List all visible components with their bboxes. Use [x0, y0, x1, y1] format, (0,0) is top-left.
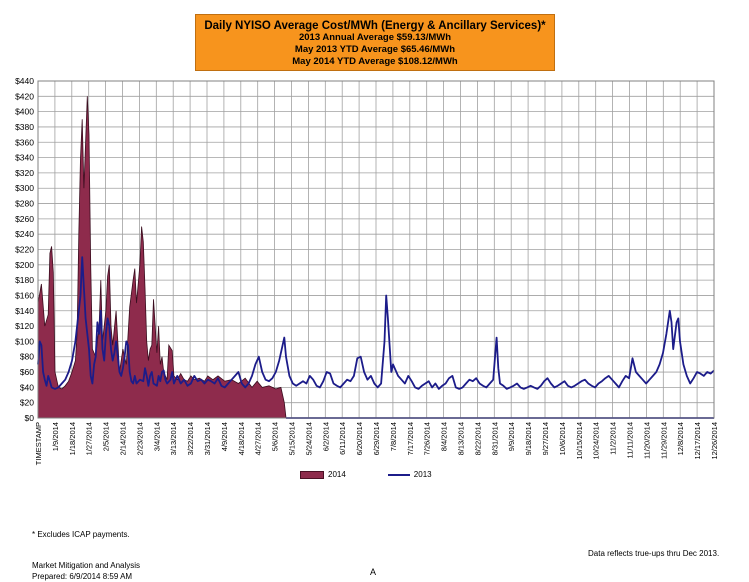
x-tick-label: 6/2/2014 [321, 422, 330, 451]
x-tick-label: 12/17/2014 [693, 422, 702, 460]
x-tick-label: 7/26/2014 [423, 422, 432, 455]
x-tick-label: 3/22/2014 [186, 422, 195, 455]
series-2014-group [37, 96, 287, 419]
x-tick-label: 3/4/2014 [152, 422, 161, 451]
y-tick-label: $200 [15, 260, 34, 270]
footer-prepared: Market Mitigation and Analysis Prepared:… [32, 560, 140, 582]
x-tick-label: 8/13/2014 [457, 422, 466, 455]
y-tick-label: $260 [15, 214, 34, 224]
x-tick-label: 5/15/2014 [288, 422, 297, 455]
x-tick-label: 1/27/2014 [85, 422, 94, 455]
y-tick-label: $360 [15, 137, 34, 147]
ytd-average-2013: May 2013 YTD Average $65.46/MWh [294, 44, 456, 55]
x-tick-label: 8/4/2014 [440, 422, 449, 451]
x-tick-label: 2/5/2014 [102, 422, 111, 451]
legend-swatch-2013 [387, 473, 410, 476]
y-tick-label: $40 [20, 382, 34, 392]
x-tick-label: 11/20/2014 [642, 422, 651, 459]
y-tick-label: $320 [15, 168, 34, 178]
footnote: * Excludes ICAP payments. [32, 530, 130, 539]
x-tick-label: 9/9/2014 [507, 422, 516, 451]
footer-data-note: Data reflects true-ups thru Dec 2013. [588, 549, 720, 558]
x-tick-label: 4/27/2014 [254, 422, 263, 455]
x-tick-label: 10/24/2014 [592, 422, 601, 460]
x-tick-label: 12/26/2014 [710, 422, 719, 460]
legend-label-2013: 2013 [413, 470, 432, 479]
ytd-average-2014: May 2014 YTD Average $108.12/MWh [292, 56, 458, 67]
y-axis-ticks: $0 $20 $40 $60 $80 $100 $120 $140 $160 $180 $200 $2… [15, 76, 34, 423]
x-tick-label: 3/13/2014 [169, 422, 178, 455]
legend-item-2014: 2014 [300, 470, 346, 479]
y-tick-label: $60 [20, 367, 34, 377]
y-tick-label: $180 [15, 275, 34, 285]
y-tick-label: $400 [15, 107, 34, 117]
y-tick-label: $340 [15, 153, 34, 163]
x-tick-label: 7/8/2014 [389, 422, 398, 451]
x-tick-label: 10/6/2014 [558, 422, 567, 455]
x-tick-label: 9/18/2014 [524, 422, 533, 455]
y-tick-label: $0 [25, 413, 35, 423]
x-tick-label: 10/15/2014 [575, 422, 584, 460]
x-tick-label: 1/9/2014 [51, 422, 60, 451]
y-tick-label: $100 [15, 336, 34, 346]
y-tick-label: $300 [15, 183, 34, 193]
x-tick-label: 6/11/2014 [338, 422, 347, 455]
x-tick-label: 8/31/2014 [490, 422, 499, 455]
y-tick-label: $440 [15, 76, 34, 86]
y-tick-label: $380 [15, 122, 34, 132]
x-tick-label: 1/18/2014 [68, 422, 77, 455]
y-tick-label: $240 [15, 229, 34, 239]
x-tick-label: 7/17/2014 [406, 422, 415, 455]
y-tick-label: $280 [15, 199, 34, 209]
x-tick-label: 3/31/2014 [203, 422, 212, 455]
y-tick-label: $120 [15, 321, 34, 331]
x-tick-label: 11/11/2014 [626, 422, 635, 458]
x-tick-label: 8/22/2014 [473, 422, 482, 455]
x-tick-label: 5/6/2014 [271, 422, 280, 451]
plot-border [37, 80, 715, 419]
annual-average-2013: 2013 Annual Average $59.13/MWh [298, 32, 452, 43]
x-tick-label: 5/24/2014 [304, 422, 313, 455]
x-tick-label: 12/8/2014 [676, 422, 685, 455]
x-tick-label: 6/29/2014 [372, 422, 381, 455]
y-tick-label: $20 [20, 398, 34, 408]
chart-title: Daily NYISO Average Cost/MWh (Energy & A… [204, 20, 546, 32]
series-2013-line [37, 256, 715, 390]
y-tick-label: $160 [15, 290, 34, 300]
chart-title-box: Daily NYISO Average Cost/MWh (Energy & A… [195, 14, 555, 71]
footer-department: Market Mitigation and Analysis [32, 561, 141, 570]
x-tick-label: TIMESTAMP [34, 422, 43, 465]
x-tick-label: 6/20/2014 [355, 422, 364, 455]
x-tick-label: 11/29/2014 [659, 422, 668, 459]
legend-item-2013: 2013 [387, 470, 432, 479]
x-tick-label: 2/23/2014 [135, 422, 144, 455]
x-tick-label: 2/14/2014 [119, 422, 128, 455]
x-tick-label: 9/27/2014 [541, 422, 550, 455]
y-tick-label: $80 [20, 352, 34, 362]
page-letter: A [370, 567, 377, 577]
x-tick-label: 4/9/2014 [220, 422, 229, 451]
x-tick-label: 11/2/2014 [609, 422, 618, 455]
y-tick-label: $140 [15, 306, 34, 316]
y-tick-label: $220 [15, 245, 34, 255]
x-axis-ticks: TIMESTAMP 1/9/2014 1/18/2014 1/27/2014 2/5/2… [34, 422, 719, 465]
legend-swatch-2014 [300, 470, 324, 479]
y-tick-label: $420 [15, 91, 34, 101]
legend-label-2014: 2014 [328, 470, 346, 479]
x-tick-label: 4/18/2014 [237, 422, 246, 455]
footer-prepared-date: Prepared: 6/9/2014 8:59 AM [32, 572, 133, 581]
series-2014-area [37, 96, 287, 419]
chart-legend: 2014 2013 [300, 470, 474, 479]
